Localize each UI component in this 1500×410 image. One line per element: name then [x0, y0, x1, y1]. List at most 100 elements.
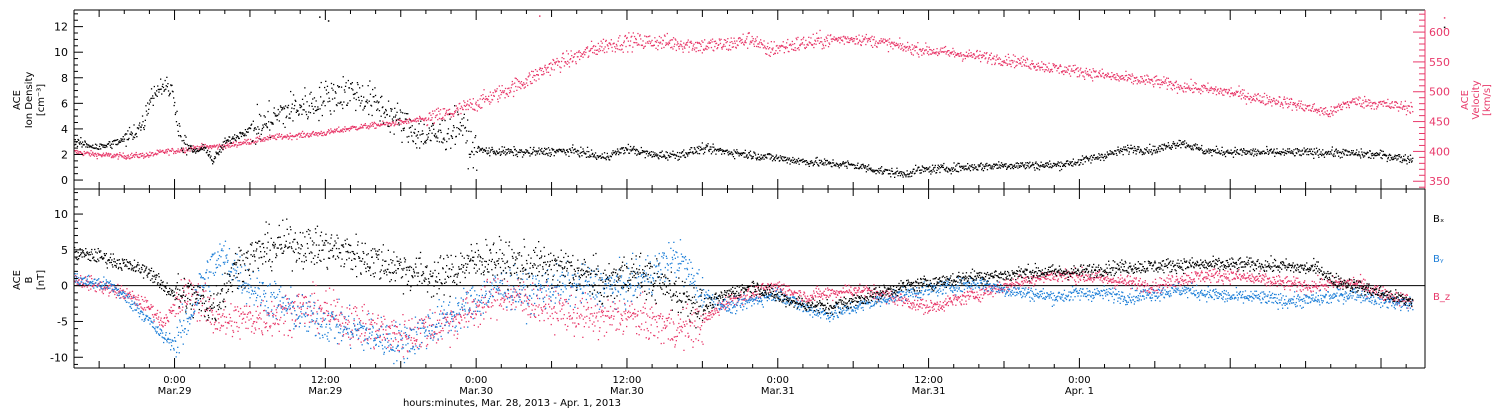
- density-series-point: [478, 150, 481, 152]
- velocity-series-point: [719, 39, 721, 42]
- density-series-point: [84, 141, 86, 143]
- velocity-series-point: [260, 140, 262, 143]
- density-series-point: [748, 152, 750, 154]
- velocity-tick-label: 350: [1429, 175, 1450, 188]
- velocity-series-point: [861, 35, 864, 37]
- velocity-series-point: [235, 144, 237, 146]
- velocity-series-point: [1063, 70, 1065, 72]
- density-series-point: [780, 157, 782, 159]
- density-series-point: [75, 143, 77, 145]
- velocity-series-point: [1310, 110, 1313, 112]
- velocity-series-point: [1077, 67, 1079, 69]
- density-series-point: [422, 143, 425, 145]
- density-series-point: [668, 156, 671, 158]
- velocity-series-point: [1396, 102, 1399, 104]
- velocity-series-point: [1101, 75, 1103, 77]
- density-series-point: [209, 157, 211, 159]
- density-series-point: [808, 165, 810, 167]
- velocity-series-point: [88, 154, 90, 156]
- velocity-series-point: [849, 39, 851, 42]
- velocity-series-point: [1279, 105, 1281, 107]
- velocity-series-point: [409, 119, 412, 122]
- velocity-series-point: [346, 128, 348, 130]
- density-series-point: [858, 168, 860, 170]
- density-series-point: [750, 158, 753, 160]
- density-series-point: [199, 148, 201, 150]
- density-series-point: [324, 105, 326, 107]
- velocity-series-point: [892, 48, 894, 50]
- density-series-point: [1354, 153, 1357, 156]
- velocity-series-point: [1287, 103, 1289, 105]
- velocity-series-point: [1132, 83, 1134, 85]
- density-series-point: [1191, 145, 1193, 147]
- velocity-series-point: [1153, 86, 1155, 88]
- velocity-series-point: [1189, 87, 1191, 89]
- velocity-series-point: [77, 150, 79, 152]
- velocity-series-point: [722, 45, 724, 47]
- density-series-point: [1185, 142, 1188, 144]
- density-series-point: [209, 151, 211, 153]
- velocity-series-point: [1045, 64, 1047, 66]
- velocity-series-point: [1095, 70, 1097, 72]
- velocity-series-point: [1165, 82, 1167, 84]
- density-series-point: [237, 136, 239, 138]
- velocity-series-point: [1326, 113, 1328, 115]
- velocity-series-point: [1243, 89, 1245, 91]
- velocity-series-point: [782, 45, 784, 47]
- density-series-point: [705, 144, 707, 146]
- density-series-point: [556, 149, 558, 151]
- velocity-series-point: [700, 43, 702, 45]
- density-series-point: [536, 150, 538, 152]
- velocity-series-point: [498, 95, 500, 97]
- velocity-series-point: [892, 43, 895, 45]
- density-series-point: [479, 148, 481, 150]
- density-series-point: [1272, 152, 1274, 154]
- density-series-point: [426, 138, 429, 140]
- density-series-point: [1258, 150, 1260, 153]
- density-series-point: [130, 133, 132, 135]
- density-series-point: [719, 149, 721, 151]
- density-series-point: [275, 115, 278, 117]
- density-series-point: [842, 162, 844, 164]
- velocity-series-point: [807, 44, 809, 46]
- density-series-point: [563, 150, 566, 152]
- velocity-series-point: [532, 70, 534, 73]
- velocity-series-point: [723, 43, 725, 46]
- velocity-series-point: [1343, 103, 1345, 105]
- density-series-point: [545, 152, 547, 155]
- density-series-point: [204, 146, 206, 148]
- velocity-series-point: [135, 154, 137, 156]
- density-series-point: [160, 78, 162, 80]
- velocity-series-point: [1126, 80, 1128, 82]
- density-series-point: [859, 167, 861, 169]
- velocity-series-point: [567, 60, 569, 62]
- density-series-point: [696, 146, 698, 148]
- velocity-series-point: [1138, 80, 1141, 82]
- density-series-point: [663, 154, 665, 156]
- density-series-point: [242, 132, 244, 134]
- density-series-point: [832, 162, 835, 164]
- velocity-series-point: [1200, 89, 1202, 91]
- velocity-series-point: [408, 117, 411, 120]
- velocity-series-point: [793, 49, 795, 51]
- density-series-point: [1231, 153, 1233, 155]
- density-series-point: [219, 146, 222, 148]
- density-series-point: [1110, 151, 1112, 153]
- velocity-series-point: [1369, 99, 1371, 101]
- density-series-point: [1241, 150, 1244, 152]
- density-series-point: [697, 152, 699, 155]
- velocity-series-point: [756, 36, 758, 38]
- velocity-series-point: [1188, 85, 1190, 87]
- density-series-point: [203, 149, 205, 151]
- velocity-series-point: [114, 156, 116, 158]
- density-series-point: [1060, 161, 1062, 163]
- density-series-point: [279, 105, 282, 107]
- density-series-point: [1183, 141, 1185, 143]
- density-series-point: [1168, 144, 1170, 147]
- density-series-point: [181, 140, 183, 142]
- density-series-point: [1205, 152, 1207, 154]
- velocity-series-point: [1146, 81, 1149, 83]
- density-series-point: [1270, 148, 1272, 150]
- density-series-point: [771, 160, 774, 162]
- velocity-series-point: [601, 42, 603, 44]
